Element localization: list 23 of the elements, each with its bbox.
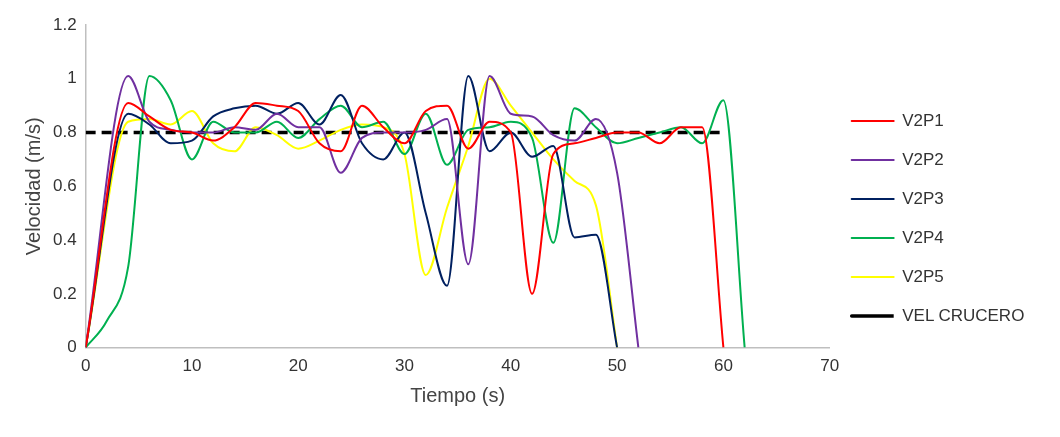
- x-tick-label: 30: [395, 356, 414, 376]
- legend-label: V2P3: [902, 188, 944, 208]
- legend-label: VEL CRUCERO: [902, 305, 1025, 325]
- x-tick-label: 40: [501, 356, 521, 376]
- y-tick-label: 0: [67, 337, 77, 357]
- x-tick-label: 60: [713, 356, 733, 376]
- x-tick-label: 70: [820, 356, 840, 376]
- x-tick-label: 50: [607, 356, 627, 376]
- y-tick-label: 0.8: [52, 122, 77, 142]
- legend-label: V2P2: [902, 149, 944, 169]
- legend-label: V2P4: [902, 227, 944, 247]
- x-tick-label: 10: [182, 356, 202, 376]
- legend-label: V2P1: [902, 110, 944, 130]
- y-tick-label: 0.2: [52, 283, 77, 303]
- x-tick-label: 0: [80, 356, 91, 376]
- x-tick-label: 20: [288, 356, 308, 376]
- y-tick-label: 0.6: [52, 175, 77, 195]
- y-tick-label: 0.4: [52, 229, 77, 249]
- legend-label: V2P5: [902, 266, 944, 286]
- y-tick-label: 1.2: [52, 14, 77, 34]
- y-tick-label: 1: [67, 68, 77, 88]
- x-axis-title: Tiempo (s): [410, 383, 506, 406]
- y-axis-title: Velocidad (m/s): [21, 117, 44, 256]
